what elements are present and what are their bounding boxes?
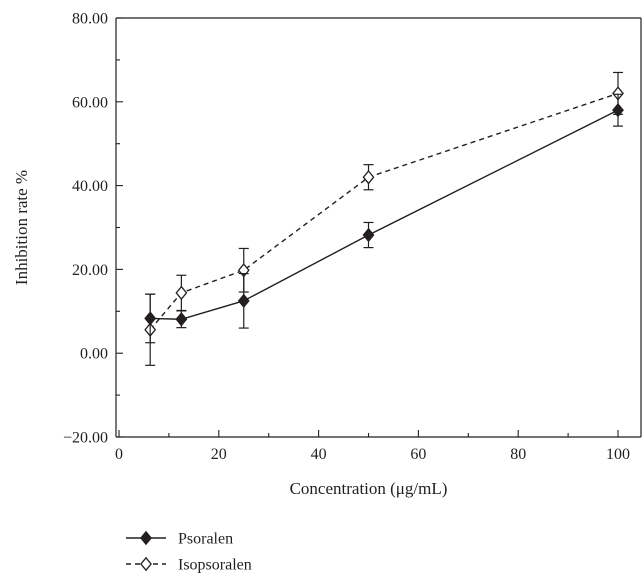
legend-marker-isopsoralen: [140, 556, 152, 572]
data-point-psoralen: [175, 312, 188, 327]
series-isopsoralen: [144, 71, 624, 366]
y-tick-label: 80.00: [72, 11, 108, 28]
x-tick-label: 80: [510, 446, 526, 463]
data-point-isopsoralen: [362, 169, 375, 185]
legend-label-isopsoralen: Isopsoralen: [178, 557, 252, 573]
legend-label-psoralen: Psoralen: [178, 531, 233, 548]
y-tick-label: 60.00: [72, 94, 108, 111]
plot-area: [115, 17, 642, 438]
series-psoralen: [144, 93, 624, 344]
x-tick-label: 0: [115, 446, 123, 463]
data-point-isopsoralen: [175, 285, 188, 301]
legend-marker-psoralen: [140, 530, 152, 546]
y-tick-label: 0.00: [80, 346, 108, 363]
data-point-psoralen: [144, 311, 157, 326]
x-tick-label: 40: [311, 446, 327, 463]
x-axis: 0 20 40 60 80 100: [115, 430, 630, 463]
series-layer: [144, 71, 624, 366]
data-point-psoralen: [612, 102, 624, 118]
x-tick-label: 20: [211, 446, 227, 463]
data-point-psoralen: [362, 227, 375, 243]
x-tick-label: 100: [606, 446, 630, 463]
data-point-psoralen: [237, 293, 250, 309]
x-tick-label: 60: [410, 446, 426, 463]
legend: Psoralen Isopsoralen: [126, 531, 252, 573]
y-axis-title: Inhibition rate %: [12, 170, 31, 285]
y-axis: −20.00 0.00 20.00 40.00 60.00 80.00: [63, 11, 123, 447]
series-line-psoralen: [150, 109, 619, 320]
y-tick-label: −20.00: [63, 430, 108, 447]
y-tick-label: 40.00: [72, 178, 108, 195]
y-tick-label: 20.00: [72, 262, 108, 279]
x-axis-title: Concentration (μg/mL): [290, 479, 448, 498]
series-line-isopsoralen: [149, 92, 619, 331]
